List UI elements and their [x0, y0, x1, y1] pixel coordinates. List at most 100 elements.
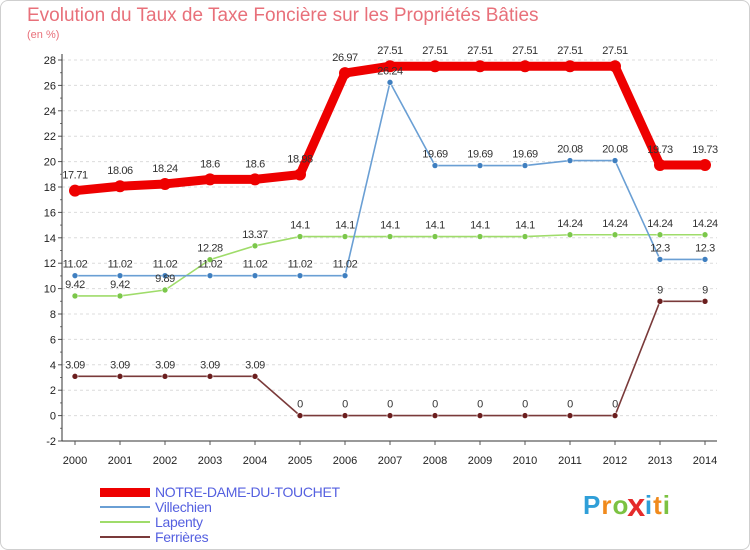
data-label: 9.42: [65, 279, 85, 291]
data-label: 9.42: [110, 279, 130, 291]
y-tick-label: 6: [50, 334, 56, 346]
data-point: [341, 233, 349, 240]
data-label: 0: [387, 399, 393, 411]
data-label: 0: [567, 399, 573, 411]
data-point: [474, 60, 486, 73]
y-tick-label: 12: [44, 258, 56, 270]
x-tick-label: 2009: [468, 455, 492, 467]
data-label: 11.02: [63, 259, 88, 271]
data-point: [161, 272, 169, 279]
data-point: [609, 60, 621, 73]
legend-item: Villechien: [100, 499, 400, 515]
data-label: 14.1: [470, 220, 490, 232]
x-tick-label: 2012: [603, 455, 627, 467]
data-label: 19.73: [647, 144, 673, 156]
data-point: [116, 292, 124, 300]
legend-swatch: [100, 536, 150, 538]
data-label: 26.97: [332, 52, 358, 64]
logo-letter: x: [627, 486, 647, 524]
data-point: [339, 67, 351, 80]
data-point: [699, 159, 711, 172]
data-label: 27.51: [467, 45, 493, 57]
data-label: 19.69: [467, 149, 493, 161]
y-tick-label: 20: [44, 157, 56, 169]
data-label: 19.69: [422, 149, 448, 161]
data-point: [206, 373, 214, 380]
data-point: [476, 412, 484, 419]
data-point: [431, 233, 439, 240]
data-point: [71, 373, 79, 380]
data-point: [206, 256, 214, 263]
data-point: [296, 412, 304, 419]
legend-item: NOTRE-DAME-DU-TOUCHET: [100, 484, 400, 500]
data-point: [611, 412, 619, 419]
data-point: [701, 231, 709, 239]
data-label: 11.02: [243, 259, 268, 271]
x-tick-label: 2013: [648, 455, 672, 467]
data-label: 12.3: [650, 242, 670, 254]
data-point: [521, 412, 529, 419]
data-label: 0: [432, 399, 438, 411]
data-point: [701, 297, 709, 305]
data-point: [476, 233, 484, 240]
data-label: 11.02: [153, 259, 178, 271]
chart-title: Evolution du Taux de Taxe Foncière sur l…: [27, 5, 539, 26]
data-label: 0: [297, 399, 303, 411]
data-label: 26.24: [377, 65, 403, 77]
proxiti-logo: Proxiti: [583, 486, 671, 524]
y-tick-label: 28: [44, 55, 56, 67]
data-point: [566, 231, 574, 239]
data-point: [476, 162, 484, 169]
logo-letter: r: [601, 490, 613, 520]
legend-label: Lapenty: [155, 514, 203, 530]
data-label: 0: [522, 399, 528, 411]
logo-letter: P: [583, 490, 602, 520]
data-label: 17.71: [62, 170, 88, 182]
logo-letter: o: [612, 490, 630, 520]
x-tick-label: 2000: [63, 455, 87, 467]
data-point: [656, 297, 664, 305]
logo-letter: t: [653, 490, 663, 520]
y-tick-label: 26: [44, 80, 56, 92]
data-label: 9: [657, 284, 663, 296]
data-point: [204, 173, 216, 186]
legend-swatch: [100, 506, 150, 508]
data-point: [429, 60, 441, 73]
data-label: 19.69: [512, 149, 538, 161]
data-point: [611, 231, 619, 239]
data-point: [116, 373, 124, 380]
data-label: 0: [477, 399, 483, 411]
data-label: 0: [342, 399, 348, 411]
data-point: [294, 168, 306, 181]
data-label: 27.51: [512, 45, 538, 57]
data-label: 18.6: [200, 158, 220, 170]
data-point: [296, 233, 304, 240]
y-tick-label: -2: [46, 436, 56, 448]
data-point: [654, 159, 666, 172]
data-point: [386, 412, 394, 419]
legend-label: Villechien: [155, 499, 212, 515]
data-point: [251, 272, 259, 279]
x-tick-label: 2003: [198, 455, 222, 467]
data-label: 14.24: [647, 218, 673, 230]
data-point: [206, 272, 214, 279]
legend-swatch: [100, 487, 150, 497]
data-point: [71, 292, 79, 300]
data-point: [386, 79, 394, 86]
data-label: 18.24: [152, 163, 178, 175]
data-point: [251, 242, 259, 250]
data-point: [161, 373, 169, 380]
data-point: [386, 233, 394, 240]
y-tick-label: 0: [50, 411, 56, 423]
data-point: [161, 286, 169, 294]
data-label: 14.1: [335, 220, 355, 232]
data-label: 18.6: [245, 158, 265, 170]
legend-label: Ferrières: [155, 529, 209, 545]
legend-label: NOTRE-DAME-DU-TOUCHET: [155, 484, 340, 500]
x-tick-label: 2004: [243, 455, 267, 467]
x-tick-label: 2006: [333, 455, 357, 467]
data-label: 11.02: [198, 259, 223, 271]
data-point: [341, 412, 349, 419]
data-label: 3.09: [245, 359, 265, 371]
